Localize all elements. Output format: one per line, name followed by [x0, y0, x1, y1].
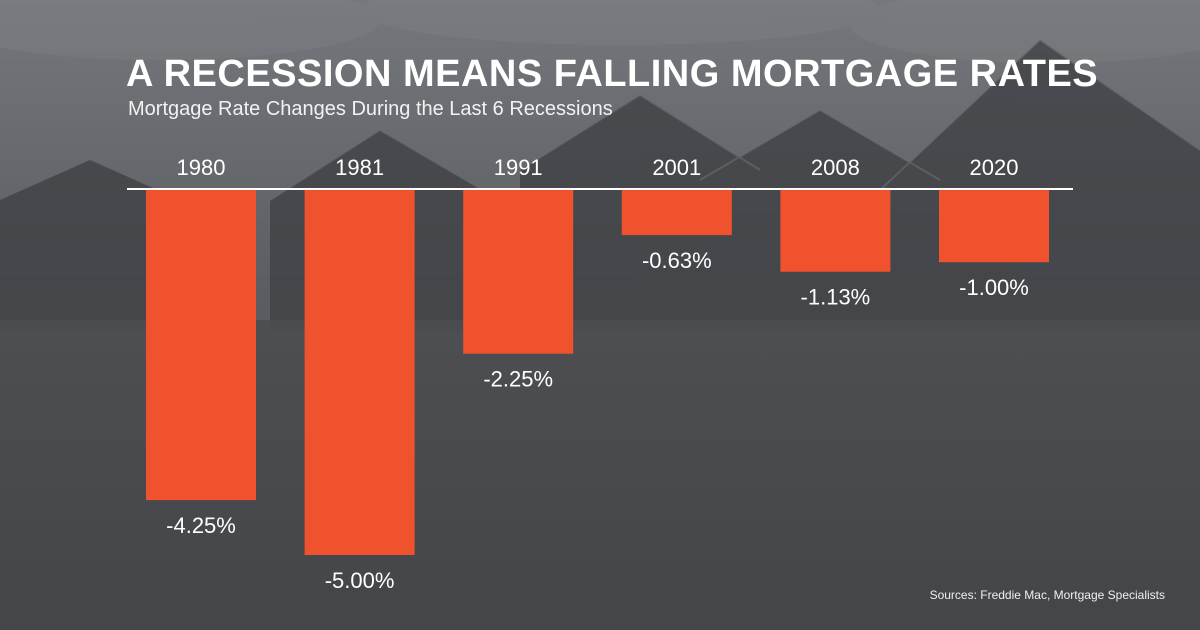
- data-label-1981: -5.00%: [325, 568, 395, 593]
- bar-1991: [463, 189, 574, 354]
- data-label-2008: -1.13%: [801, 285, 871, 310]
- category-label-1980: 1980: [177, 155, 226, 180]
- category-label-1981: 1981: [335, 155, 384, 180]
- cloud-shapes: [0, 0, 1200, 63]
- category-label-2008: 2008: [811, 155, 860, 180]
- category-label-1991: 1991: [494, 155, 543, 180]
- chart-subtitle: Mortgage Rate Changes During the Last 6 …: [128, 98, 613, 120]
- data-label-1980: -4.25%: [166, 513, 236, 538]
- bar-2020: [939, 189, 1049, 263]
- category-label-2020: 2020: [970, 155, 1019, 180]
- data-label-1991: -2.25%: [483, 367, 553, 392]
- category-label-2001: 2001: [652, 155, 701, 180]
- house-roof-highlights: [269, 38, 1200, 201]
- chart-title: A RECESSION MEANS FALLING MORTGAGE RATES: [126, 53, 1099, 95]
- bar-1980: [146, 189, 256, 501]
- data-label-2001: -0.63%: [642, 248, 712, 273]
- bar-2001: [621, 189, 732, 236]
- source-note: Sources: Freddie Mac, Mortgage Specialis…: [929, 588, 1165, 602]
- data-label-2020: -1.00%: [959, 275, 1029, 300]
- bar-1981: [304, 189, 415, 555]
- bar-2008: [780, 189, 891, 272]
